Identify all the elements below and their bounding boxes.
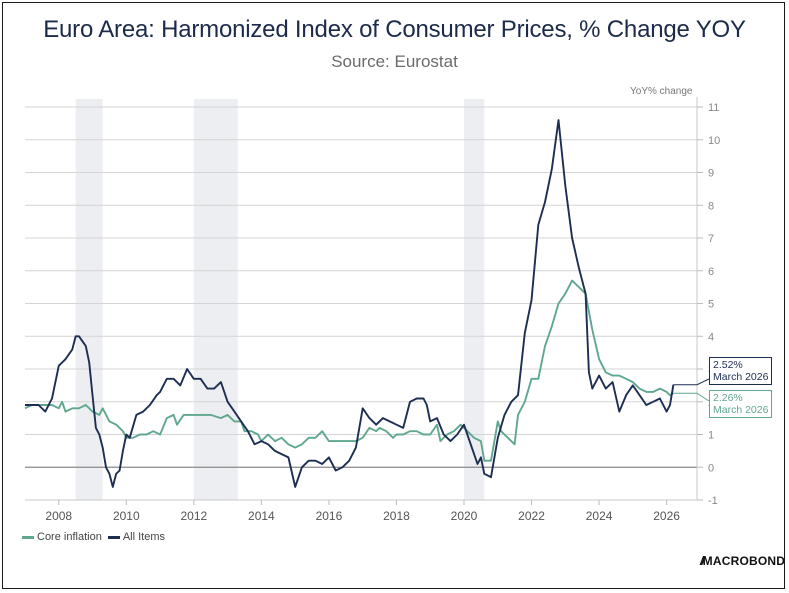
x-tick-label: 2010 [113, 509, 140, 523]
y-tick-label: 8 [708, 200, 714, 212]
callout-all-items-value: 2.52% [713, 359, 743, 371]
recession-band [75, 99, 103, 500]
callout-core-value: 2.26% [713, 392, 743, 404]
x-tick-label: 2024 [586, 509, 613, 523]
y-tick-label: 9 [708, 168, 714, 180]
y-tick-label: 10 [708, 135, 720, 147]
callout-all-items-date: March 2026 [713, 371, 769, 383]
series-line-all-items [25, 119, 675, 488]
y-tick-label: 6 [708, 266, 714, 278]
x-tick-label: 2008 [45, 509, 72, 523]
recession-band [463, 99, 485, 500]
x-tick-label: 2016 [316, 509, 343, 523]
callout-connectors [673, 378, 710, 402]
callout-all-items: 2.52% March 2026 [709, 357, 773, 385]
x-tick-label: 2014 [248, 509, 275, 523]
legend-item-core-inflation[interactable]: Core inflation [22, 531, 102, 543]
legend: Core inflation All Items [22, 531, 165, 543]
y-axis-unit-label: YoY% change [630, 86, 693, 97]
recession-band [193, 99, 238, 500]
x-tick-label: 2012 [180, 509, 207, 523]
callout-core-date: March 2026 [713, 404, 769, 416]
axes-group: -101234567891011200820102012201420162018… [25, 97, 720, 523]
legend-item-all-items[interactable]: All Items [107, 531, 166, 543]
macrobond-logo: //MACROBOND [700, 554, 786, 568]
chart-subtitle: Source: Eurostat [331, 52, 458, 71]
y-tick-label: 1 [708, 430, 714, 442]
legend-label-all-items: All Items [122, 531, 166, 543]
callout-core-inflation: 2.26% March 2026 [709, 390, 773, 418]
x-tick-label: 2026 [653, 509, 680, 523]
legend-swatch-core [22, 535, 34, 539]
y-tick-label: 7 [708, 233, 714, 245]
x-tick-label: 2020 [451, 509, 478, 523]
x-tick-label: 2022 [518, 509, 545, 523]
chart-title: Euro Area: Harmonized Index of Consumer … [43, 16, 746, 43]
y-tick-label: 11 [708, 102, 719, 114]
y-tick-label: 0 [708, 462, 714, 474]
x-tick-label: 2018 [383, 509, 410, 523]
recession-shading-group [75, 99, 485, 500]
y-tick-label: 5 [708, 299, 714, 311]
legend-label-core: Core inflation [37, 531, 102, 543]
macrobond-logo-mark-icon: // [700, 554, 704, 568]
y-tick-label: 4 [708, 331, 714, 343]
callout-connector [673, 378, 710, 386]
legend-swatch-all-items [107, 535, 120, 539]
callout-connector [673, 392, 710, 402]
series-group [24, 119, 675, 488]
series-line-core-inflation [24, 279, 674, 462]
gridlines-group [25, 106, 697, 468]
y-tick-label: -1 [708, 495, 718, 507]
